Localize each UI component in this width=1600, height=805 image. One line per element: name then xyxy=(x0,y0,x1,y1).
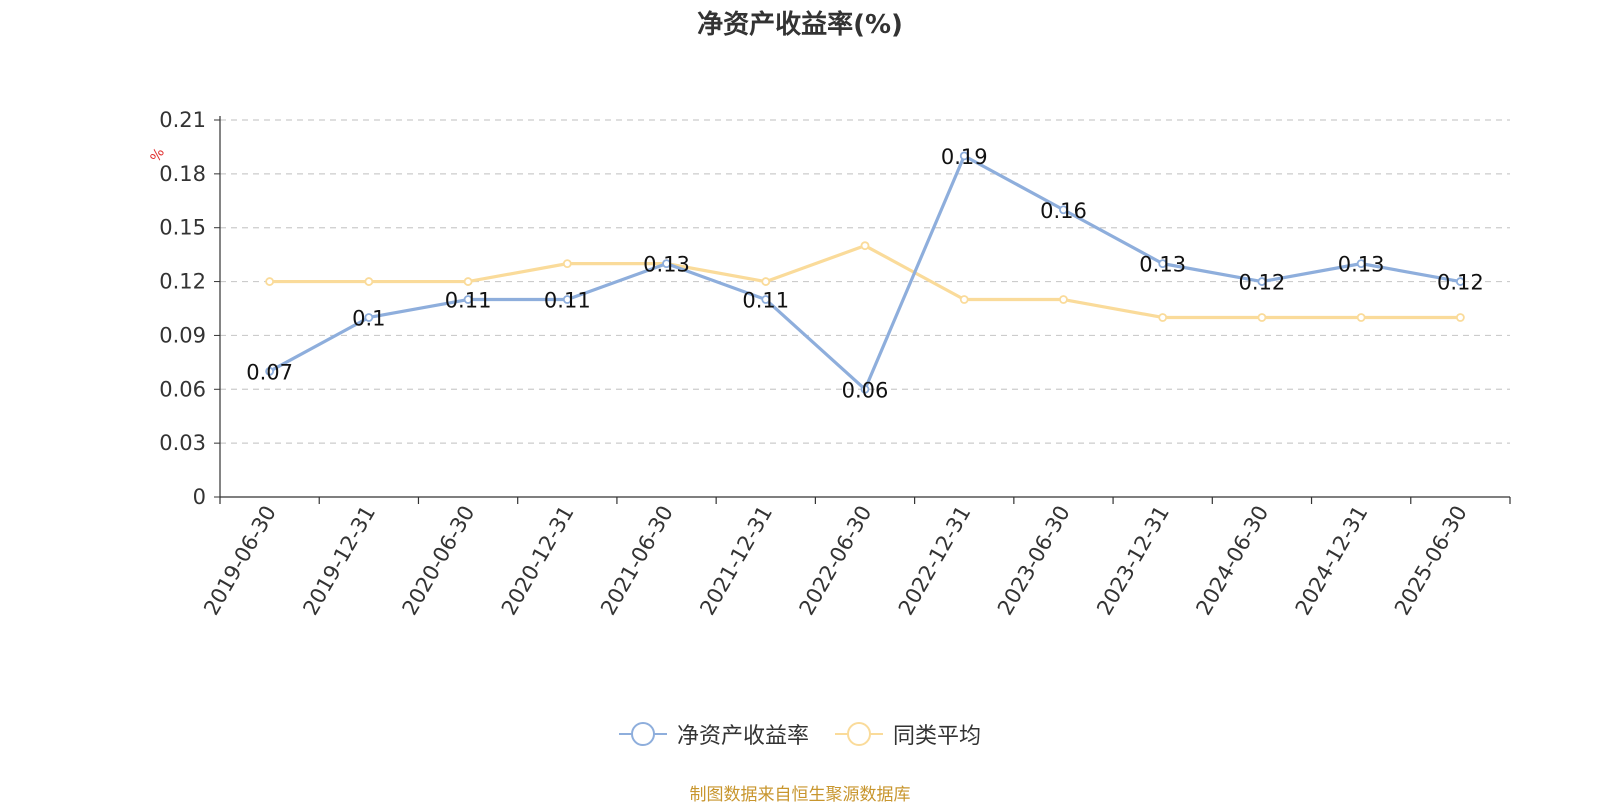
data-point xyxy=(562,295,572,304)
series-layer xyxy=(265,151,1465,394)
data-point xyxy=(265,277,275,286)
data-point xyxy=(463,295,473,304)
data-label: 0.13 xyxy=(1338,253,1385,277)
chart-title: 净资产收益率(%) xyxy=(697,10,903,40)
data-point xyxy=(860,384,870,394)
x-tick-label: 2019-12-31 xyxy=(298,502,380,620)
data-label: 0.19 xyxy=(941,145,988,169)
data-label: 0.1 xyxy=(352,306,385,330)
x-tick-label: 2022-06-30 xyxy=(795,502,877,620)
y-tick-label: 0.09 xyxy=(159,323,206,347)
y-tick-label: 0.15 xyxy=(159,216,206,240)
data-point xyxy=(761,277,771,286)
data-point xyxy=(662,259,671,269)
data-point xyxy=(463,277,473,286)
y-tick-label: 0.03 xyxy=(159,431,206,455)
data-point xyxy=(1356,259,1366,269)
data-label: 0.06 xyxy=(842,378,889,402)
data-point xyxy=(1257,313,1267,322)
data-point xyxy=(1158,259,1168,269)
legend-label-peer-average: 同类平均 xyxy=(893,724,982,749)
data-label: 0.11 xyxy=(742,289,789,313)
x-tick-label: 2021-06-30 xyxy=(596,502,678,620)
data-point xyxy=(364,313,374,322)
x-tick-label: 2024-12-31 xyxy=(1291,502,1373,620)
data-point xyxy=(1158,313,1168,322)
legend-item-roe[interactable]: 净资产收益率 xyxy=(618,718,809,750)
legend-item-peer-average[interactable]: 同类平均 xyxy=(835,718,981,750)
data-point xyxy=(1059,295,1068,304)
x-tick-label: 2021-12-31 xyxy=(695,502,777,620)
data-point xyxy=(959,295,969,304)
data-label: 0.16 xyxy=(1040,199,1087,223)
data-point xyxy=(265,366,275,376)
legend-label-roe: 净资产收益率 xyxy=(676,724,809,749)
data-label: 0.13 xyxy=(1139,253,1186,277)
label-layer: 0.07 0.1 0.11 0.11 0.13 0.11 0.06 0.19 0.16 0.13 0… xyxy=(246,145,1484,402)
legend: 净资产收益率 同类平均 xyxy=(0,718,1600,750)
x-tick-label: 2024-06-30 xyxy=(1191,502,1273,620)
data-point xyxy=(1455,277,1465,286)
legend-line-marker-icon xyxy=(618,722,667,746)
data-point xyxy=(959,151,969,161)
x-tick-label: 2023-06-30 xyxy=(993,502,1075,620)
x-tick-label: 2022-12-31 xyxy=(894,501,976,619)
data-label: 0.11 xyxy=(445,289,492,313)
data-label: 0.12 xyxy=(1437,271,1484,295)
x-tick-label: 2020-12-31 xyxy=(497,502,579,620)
data-point xyxy=(1059,205,1068,215)
data-point xyxy=(1455,313,1465,322)
data-label: 0.13 xyxy=(643,253,690,277)
y-tick-label: 0.21 xyxy=(159,108,206,132)
data-label: 0.11 xyxy=(544,289,591,313)
data-point xyxy=(1356,313,1366,322)
legend-line-marker-icon xyxy=(835,722,883,746)
x-tick-label: 2019-06-30 xyxy=(199,502,281,620)
y-tick-label: 0 xyxy=(193,485,206,509)
data-label: 0.07 xyxy=(246,360,293,384)
data-point xyxy=(364,277,374,286)
y-tick-label: 0.12 xyxy=(159,270,206,294)
data-source-note: 制图数据来自恒生聚源数据库 xyxy=(689,785,911,805)
data-point xyxy=(1257,277,1267,286)
x-tick-label: 2023-12-31 xyxy=(1092,502,1174,620)
x-tick-label: 2025-06-30 xyxy=(1390,502,1472,620)
data-point xyxy=(562,259,572,269)
data-point xyxy=(761,295,771,304)
data-label: 0.12 xyxy=(1239,271,1286,295)
data-point xyxy=(860,241,870,251)
x-tick-label: 2020-06-30 xyxy=(398,501,480,619)
y-tick-label: 0.18 xyxy=(159,162,206,186)
y-tick-label: 0.06 xyxy=(159,377,206,401)
